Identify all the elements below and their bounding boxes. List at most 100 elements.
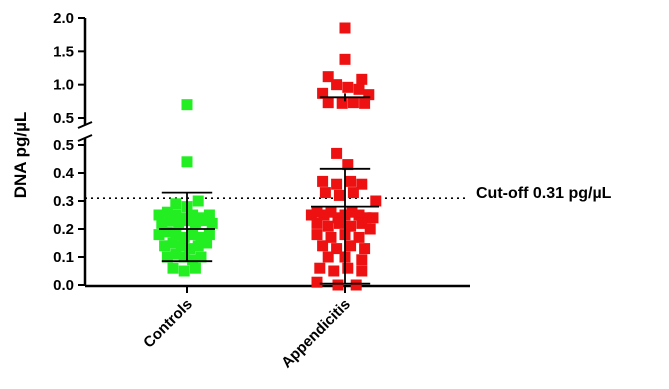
data-point bbox=[153, 229, 165, 241]
data-point bbox=[198, 215, 210, 227]
axis-break-mark bbox=[77, 134, 93, 142]
x-tick-label: Appendicitis bbox=[278, 296, 354, 372]
data-point bbox=[325, 206, 337, 218]
data-point bbox=[363, 89, 375, 101]
data-point bbox=[356, 217, 368, 229]
data-point bbox=[339, 53, 351, 65]
data-point bbox=[347, 97, 359, 109]
data-point bbox=[333, 217, 345, 229]
data-point bbox=[356, 265, 368, 277]
data-point bbox=[170, 198, 182, 210]
data-point bbox=[318, 209, 330, 221]
data-point bbox=[364, 223, 376, 235]
data-point bbox=[342, 262, 354, 274]
data-point bbox=[345, 220, 357, 232]
data-point bbox=[346, 206, 358, 218]
data-point bbox=[170, 209, 182, 221]
data-point bbox=[311, 217, 323, 229]
data-point bbox=[170, 229, 182, 241]
data-point bbox=[322, 251, 334, 263]
data-point bbox=[314, 262, 326, 274]
y-tick-label: 0.0 bbox=[53, 277, 74, 294]
data-point bbox=[331, 178, 343, 190]
data-point bbox=[356, 178, 368, 190]
data-point bbox=[360, 212, 372, 224]
data-point bbox=[370, 195, 382, 207]
data-point bbox=[178, 265, 190, 277]
data-point bbox=[332, 279, 344, 291]
data-point bbox=[319, 187, 331, 199]
data-point bbox=[159, 240, 171, 252]
data-point bbox=[195, 251, 207, 263]
data-point bbox=[192, 195, 204, 207]
axis-break-mark bbox=[77, 121, 93, 129]
data-point bbox=[353, 83, 365, 95]
y-tick-label: 0.2 bbox=[53, 221, 74, 238]
y-tick-label: 0.3 bbox=[53, 193, 74, 210]
data-point bbox=[156, 217, 168, 229]
data-point bbox=[161, 226, 173, 238]
data-point bbox=[201, 237, 213, 249]
data-point bbox=[350, 279, 362, 291]
data-point bbox=[353, 231, 365, 243]
data-point bbox=[187, 229, 199, 241]
data-point bbox=[184, 243, 196, 255]
data-point bbox=[189, 217, 201, 229]
axes-group: 0.5 1.0 1.5 2.0 0.0 0.1 0.2 0.3 0.4 0.5 Controls Ap… bbox=[53, 10, 470, 371]
x-tick-label: Controls bbox=[140, 296, 196, 352]
data-point bbox=[347, 187, 359, 199]
data-point bbox=[317, 240, 329, 252]
data-point bbox=[173, 217, 185, 229]
data-point bbox=[332, 212, 344, 224]
data-point bbox=[311, 276, 323, 288]
data-point bbox=[206, 217, 218, 229]
data-point bbox=[325, 231, 337, 243]
data-point bbox=[167, 237, 179, 249]
data-point bbox=[189, 262, 201, 274]
data-point bbox=[181, 156, 193, 168]
data-point bbox=[195, 231, 207, 243]
data-point bbox=[305, 209, 317, 221]
data-point bbox=[311, 229, 323, 241]
data-point bbox=[356, 254, 368, 266]
data-point bbox=[345, 175, 357, 187]
data-point bbox=[311, 206, 323, 218]
y-tick-label: 0.4 bbox=[53, 165, 75, 182]
data-point bbox=[167, 262, 179, 274]
data-point bbox=[317, 175, 329, 187]
data-point bbox=[353, 209, 365, 221]
data-point bbox=[181, 99, 193, 111]
data-point bbox=[178, 231, 190, 243]
data-point bbox=[192, 240, 204, 252]
data-point bbox=[317, 87, 329, 99]
data-point bbox=[322, 71, 334, 83]
data-point bbox=[175, 240, 187, 252]
y-axis-label: DNA pg/µL bbox=[11, 112, 30, 199]
data-point bbox=[336, 97, 348, 109]
data-point bbox=[359, 243, 371, 255]
data-point bbox=[187, 209, 199, 221]
data-point bbox=[331, 147, 343, 159]
data-point bbox=[331, 243, 343, 255]
y-tick-label: 2.0 bbox=[53, 10, 74, 27]
data-point bbox=[203, 209, 215, 221]
data-point bbox=[178, 251, 190, 263]
data-point bbox=[333, 189, 345, 201]
data-point bbox=[367, 212, 379, 224]
data-point bbox=[187, 254, 199, 266]
data-point bbox=[153, 209, 165, 221]
data-point bbox=[161, 251, 173, 263]
y-tick-label: 0.1 bbox=[53, 249, 74, 266]
data-point bbox=[170, 248, 182, 260]
data-point bbox=[322, 220, 334, 232]
data-point bbox=[203, 229, 215, 241]
data-point bbox=[345, 240, 357, 252]
error-bars-group bbox=[159, 93, 379, 285]
cutoff-label: Cut-off 0.31 pg/µL bbox=[476, 185, 612, 202]
data-point bbox=[328, 265, 340, 277]
data-point bbox=[161, 206, 173, 218]
data-point bbox=[331, 79, 343, 91]
data-point bbox=[342, 81, 354, 93]
data-point bbox=[359, 97, 371, 109]
